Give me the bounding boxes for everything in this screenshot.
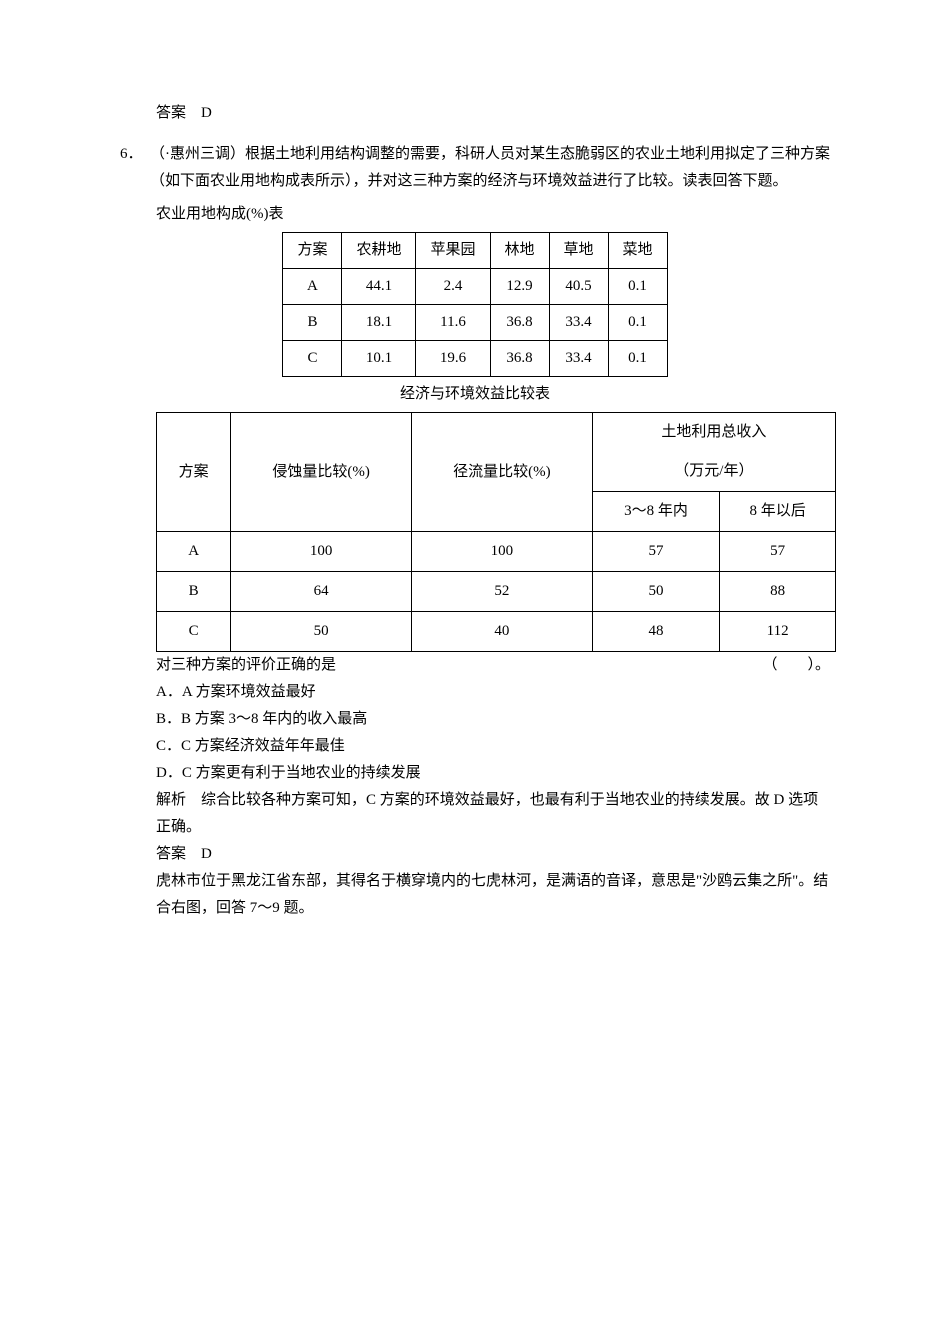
table-cell: 0.1 [608,305,667,341]
table-cell: C [157,612,231,652]
question-intro-text: （·惠州三调）根据土地利用结构调整的需要，科研人员对某生态脆弱区的农业土地利用拟… [150,141,830,195]
explanation: 解析 综合比较各种方案可知，C 方案的环境效益最好，也最有利于当地农业的持续发展… [156,787,830,841]
table-cell: 19.6 [416,341,490,377]
option-d: D．C 方案更有利于当地农业的持续发展 [156,760,830,787]
table-row: 方案 侵蚀量比较(%) 径流量比较(%) 土地利用总收入 [157,413,836,453]
answer-blank: （ ）。 [762,652,830,679]
table-cell: 112 [720,612,836,652]
answer-value: D [201,846,212,862]
table-row: C 10.1 19.6 36.8 33.4 0.1 [283,341,667,377]
table-cell: 36.8 [490,341,549,377]
table-cell: B [157,572,231,612]
table-cell: 100 [231,532,412,572]
table-row: 方案 农耕地 苹果园 林地 草地 菜地 [283,233,667,269]
explanation-label: 解析 [156,792,186,808]
land-use-table: 方案 农耕地 苹果园 林地 草地 菜地 A 44.1 2.4 12.9 40.5… [282,232,667,377]
table-row: A 44.1 2.4 12.9 40.5 0.1 [283,269,667,305]
table-cell: B [283,305,342,341]
answer-line: 答案 D [156,841,830,868]
table-header: 苹果园 [416,233,490,269]
table-cell: 0.1 [608,269,667,305]
benefit-table: 方案 侵蚀量比较(%) 径流量比较(%) 土地利用总收入 （万元/年） 3～8 … [156,412,836,652]
table-cell: 64 [231,572,412,612]
table-cell: 50 [592,572,720,612]
table-header: 方案 [283,233,342,269]
table-row: B 64 52 50 88 [157,572,836,612]
table-cell: 57 [592,532,720,572]
table-header: 8 年以后 [720,492,836,532]
table-header: 菜地 [608,233,667,269]
table-cell: 44.1 [342,269,416,305]
option-b: B．B 方案 3～8 年内的收入最高 [156,706,830,733]
question-stem: 对三种方案的评价正确的是 [156,652,336,679]
table-cell: 11.6 [416,305,490,341]
prev-answer-label: 答案 [156,105,186,121]
table-header: 侵蚀量比较(%) [231,413,412,532]
table-header: 径流量比较(%) [412,413,593,532]
table-cell: 48 [592,612,720,652]
table-cell: 100 [412,532,593,572]
table-cell: 12.9 [490,269,549,305]
reading-intro: 虎林市位于黑龙江省东部，其得名于横穿境内的七虎林河，是满语的音译，意思是"沙鸥云… [156,868,830,922]
table-header-sub: （万元/年） [592,452,835,492]
table-header: 林地 [490,233,549,269]
prev-answer: 答案 D [156,100,830,127]
table2-caption: 经济与环境效益比较表 [120,381,830,408]
table-cell: 18.1 [342,305,416,341]
explanation-text: 综合比较各种方案可知，C 方案的环境效益最好，也最有利于当地农业的持续发展。故 … [156,792,818,835]
table-header: 农耕地 [342,233,416,269]
option-a: A．A 方案环境效益最好 [156,679,830,706]
table-cell: 2.4 [416,269,490,305]
table-row: C 50 40 48 112 [157,612,836,652]
table-header: 草地 [549,233,608,269]
prev-answer-value: D [201,105,212,121]
table-cell: 33.4 [549,305,608,341]
table-header: 3～8 年内 [592,492,720,532]
table-row: A 100 100 57 57 [157,532,836,572]
table-cell: A [157,532,231,572]
table-cell: 40.5 [549,269,608,305]
table-cell: 36.8 [490,305,549,341]
question-stem-line: 对三种方案的评价正确的是 （ ）。 [156,652,830,679]
table-cell: 88 [720,572,836,612]
table-cell: 0.1 [608,341,667,377]
table-cell: 40 [412,612,593,652]
table-cell: 57 [720,532,836,572]
option-c: C．C 方案经济效益年年最佳 [156,733,830,760]
table-cell: A [283,269,342,305]
answer-label: 答案 [156,846,186,862]
table-header: 土地利用总收入 [592,413,835,453]
table-cell: 52 [412,572,593,612]
question-6: 6． （·惠州三调）根据土地利用结构调整的需要，科研人员对某生态脆弱区的农业土地… [120,141,830,195]
question-number: 6． [120,141,150,168]
table-cell: 33.4 [549,341,608,377]
table-cell: 10.1 [342,341,416,377]
table-cell: 50 [231,612,412,652]
table1-caption: 农业用地构成(%)表 [156,201,830,228]
table-cell: C [283,341,342,377]
table-row: B 18.1 11.6 36.8 33.4 0.1 [283,305,667,341]
table-header: 方案 [157,413,231,532]
